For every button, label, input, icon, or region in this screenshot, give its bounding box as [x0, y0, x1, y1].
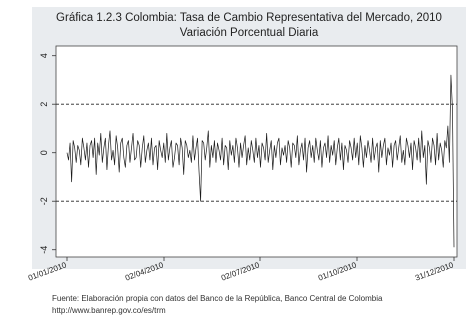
x-tick-label: 01/01/2010 [27, 260, 68, 282]
source-url: http://www.banrep.gov.co/es/trm [52, 306, 166, 315]
x-axis: 01/01/2010 02/04/2010 02/07/2010 01/10/2010… [27, 257, 455, 283]
chart-subtitle: Variación Porcentual Diaria [179, 27, 319, 39]
y-tick-label: -4 [39, 246, 49, 254]
x-tick-label: 31/12/2010 [414, 260, 455, 282]
series-layer [66, 74, 455, 248]
series-line [66, 74, 455, 248]
y-tick-label: 0 [39, 150, 49, 155]
reference-lines [56, 103, 457, 202]
y-tick-label: -2 [39, 197, 49, 205]
source-note: Fuente: Elaboración propia con datos del… [52, 294, 383, 303]
x-tick-label: 01/10/2010 [317, 260, 358, 282]
x-tick-label: 02/04/2010 [124, 260, 165, 282]
x-tick-label: 02/07/2010 [220, 260, 261, 282]
y-tick-label: 4 [39, 53, 49, 58]
chart-title: Gráfica 1.2.3 Colombia: Tasa de Cambio R… [56, 12, 442, 24]
y-axis: 4 2 0 -2 -4 [39, 53, 56, 254]
y-tick-label: 2 [39, 102, 49, 107]
